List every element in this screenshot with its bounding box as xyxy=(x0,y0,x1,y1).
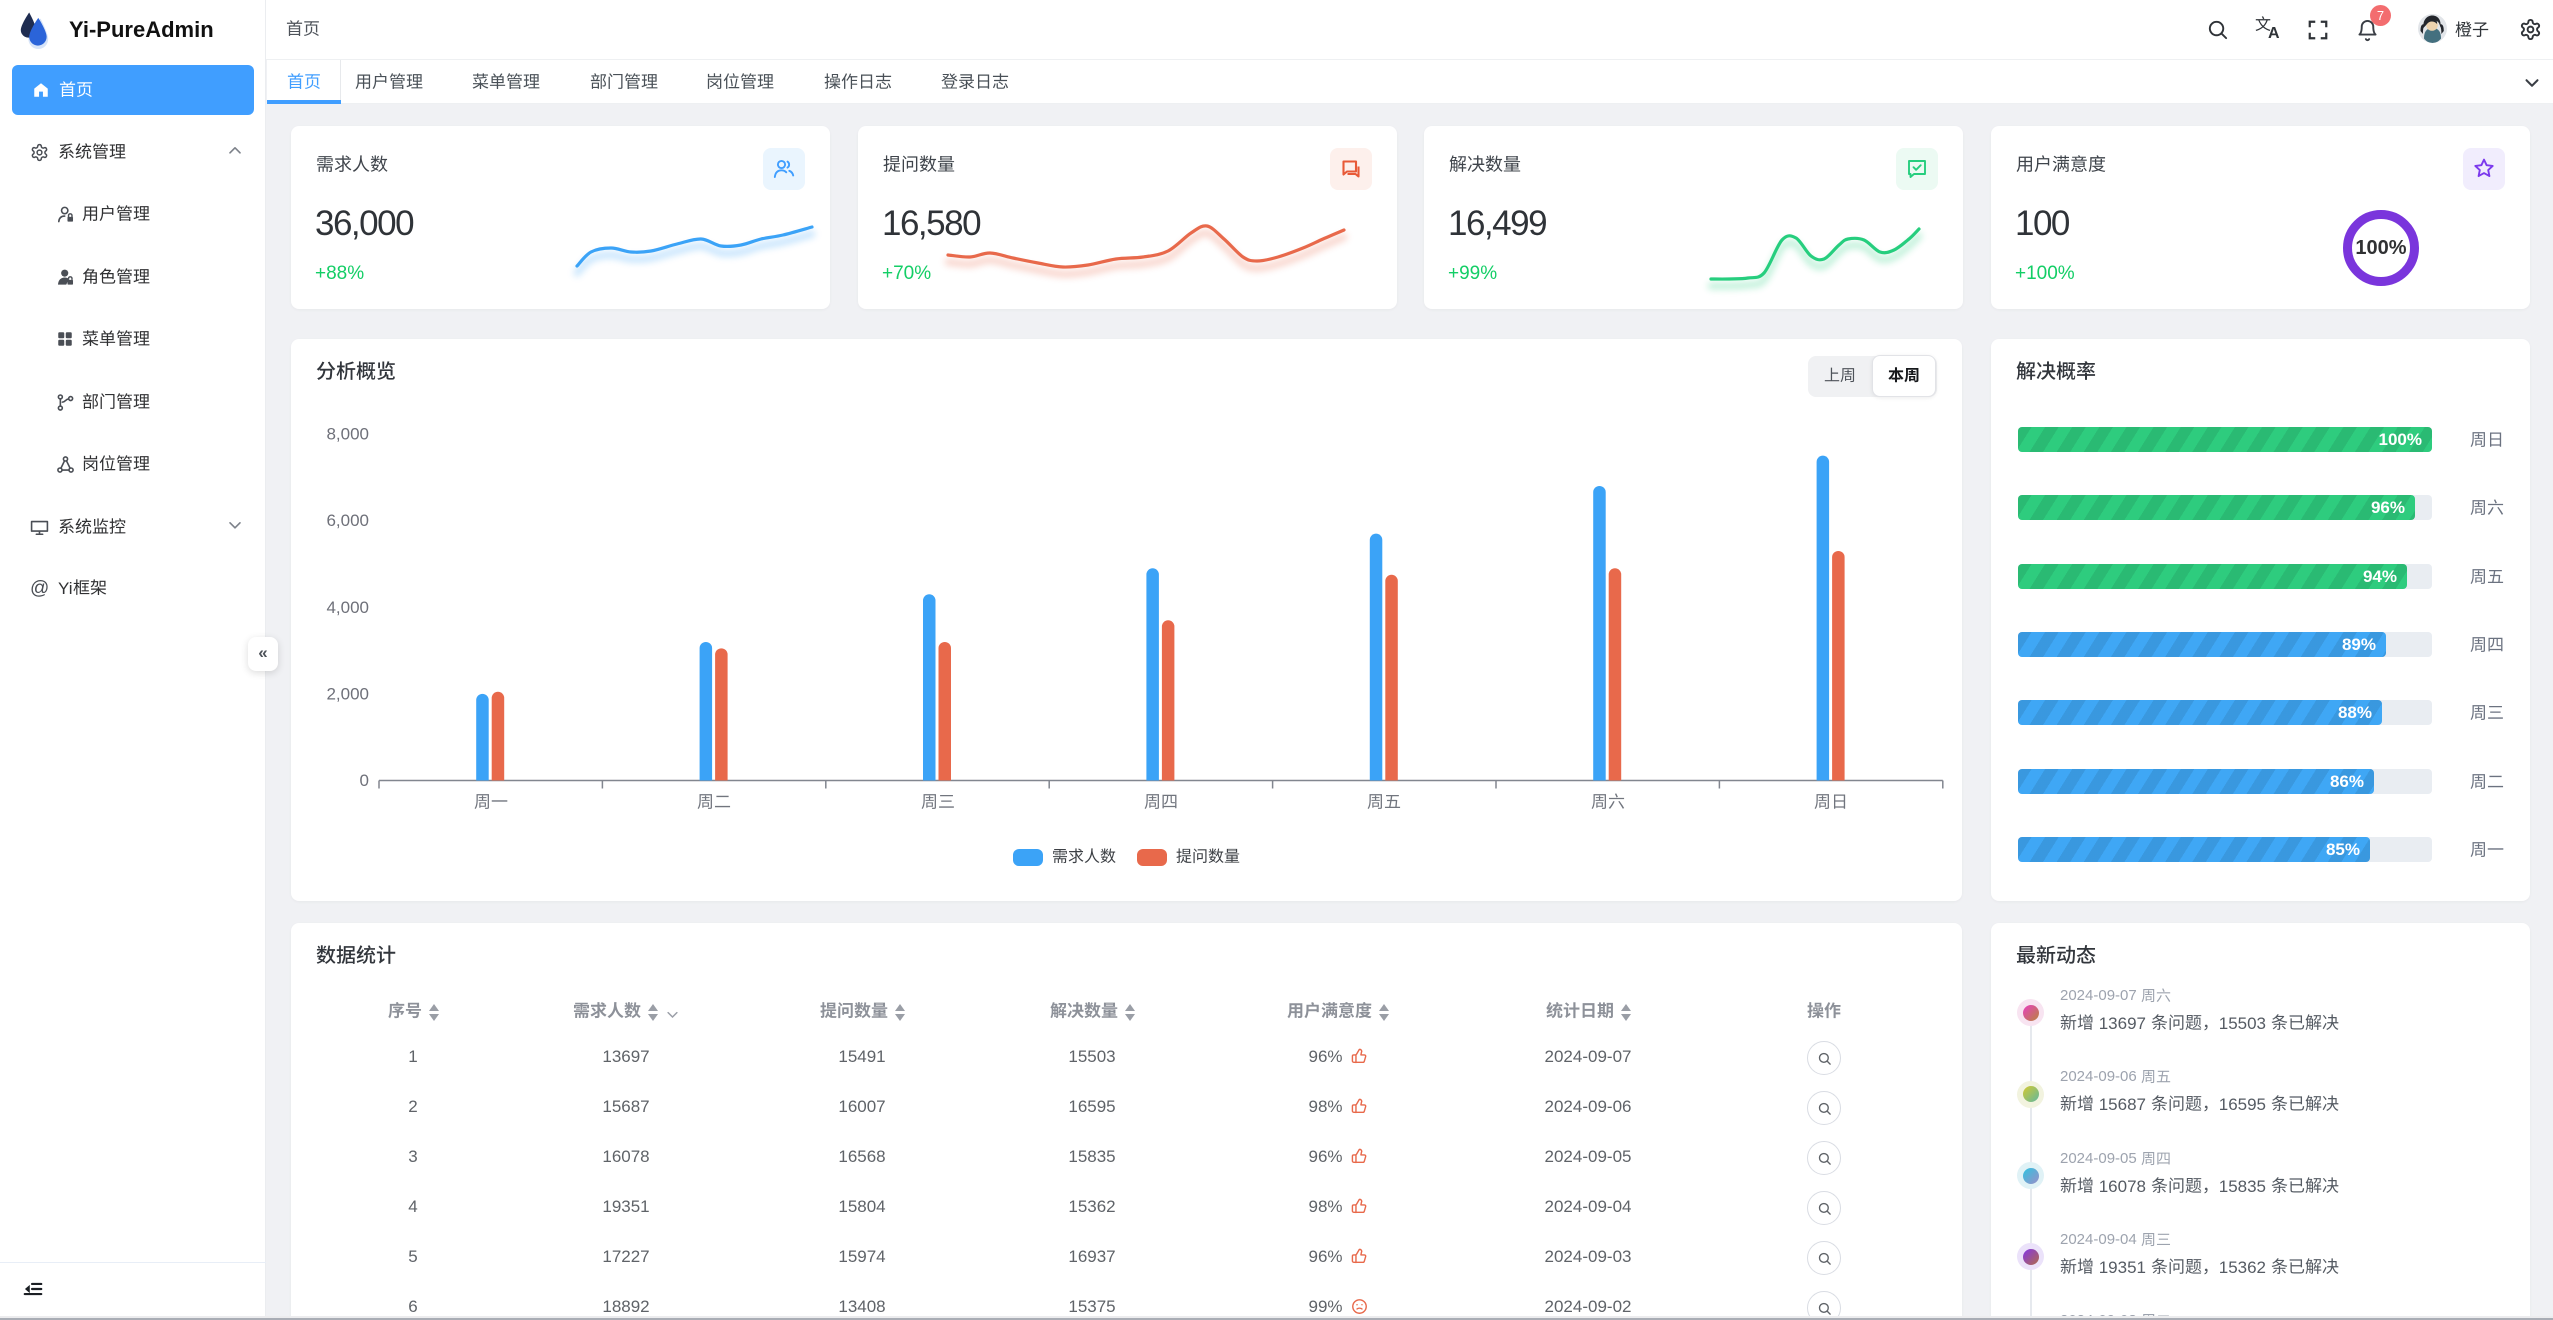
svg-text:6,000: 6,000 xyxy=(326,511,369,530)
svg-text:0: 0 xyxy=(360,771,369,790)
svg-text:2,000: 2,000 xyxy=(326,684,369,703)
svg-text:8,000: 8,000 xyxy=(326,425,369,444)
svg-text:4,000: 4,000 xyxy=(326,598,369,617)
